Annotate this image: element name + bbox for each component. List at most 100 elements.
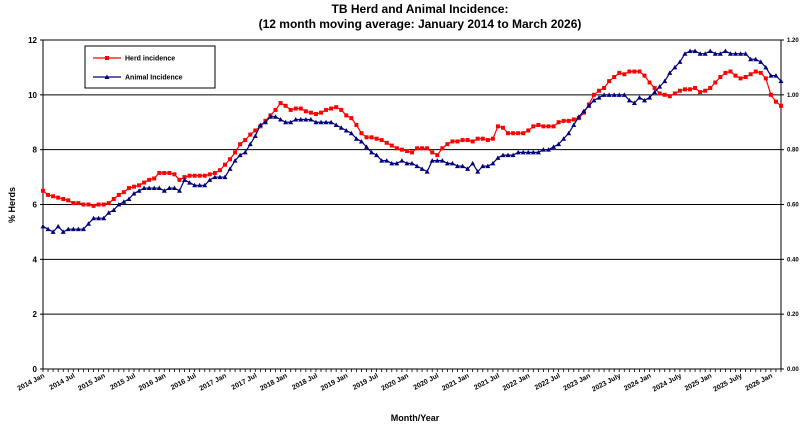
x-tick-label: 2024 Jan <box>623 373 652 393</box>
point <box>687 48 693 53</box>
chart-subtitle: (12 month moving average: January 2014 t… <box>259 17 582 31</box>
point <box>621 92 627 97</box>
point <box>298 117 304 122</box>
point <box>50 229 56 234</box>
point <box>60 229 66 234</box>
point <box>288 107 293 112</box>
point <box>429 158 435 163</box>
point <box>470 139 475 144</box>
point <box>75 226 81 232</box>
point <box>606 92 612 97</box>
point <box>410 150 414 155</box>
point <box>293 106 298 111</box>
point <box>354 122 359 127</box>
point <box>182 177 188 182</box>
point <box>596 95 602 100</box>
point <box>364 144 370 149</box>
point <box>242 149 248 155</box>
point <box>207 177 213 182</box>
point <box>334 105 339 110</box>
point <box>738 51 744 56</box>
x-tick-label: 2016 Jan <box>138 373 167 393</box>
point <box>379 138 384 143</box>
point <box>187 173 192 178</box>
point <box>480 136 485 141</box>
point <box>601 92 607 97</box>
point <box>369 149 375 155</box>
point <box>278 101 283 106</box>
point <box>662 92 667 97</box>
point <box>460 138 465 143</box>
point <box>525 149 531 155</box>
x-tick-label: 2026 Jan <box>744 373 773 393</box>
point <box>697 51 703 56</box>
point <box>399 147 404 152</box>
point <box>136 188 142 193</box>
point <box>626 97 632 103</box>
point <box>722 48 728 53</box>
x-tick-label: 2015 Jul <box>109 373 137 392</box>
x-tick-label: 2017 Jul <box>231 373 259 392</box>
point <box>384 140 389 145</box>
point <box>104 74 110 79</box>
point <box>298 106 303 111</box>
point <box>531 124 536 129</box>
point <box>727 51 733 56</box>
point <box>566 130 572 136</box>
point <box>384 158 390 163</box>
point <box>465 138 470 143</box>
point <box>642 73 647 78</box>
point <box>156 185 162 191</box>
point <box>247 141 253 147</box>
point <box>444 160 450 166</box>
point <box>561 118 566 123</box>
point <box>495 124 500 129</box>
point <box>379 158 385 163</box>
x-tick-label: 2023 Jan <box>562 373 591 393</box>
point <box>137 183 142 188</box>
point <box>738 76 743 81</box>
point <box>506 131 511 136</box>
point <box>424 169 430 174</box>
point <box>702 51 708 56</box>
point <box>677 59 683 64</box>
point <box>176 188 182 193</box>
point <box>753 69 758 74</box>
point <box>733 73 738 78</box>
point <box>212 170 217 175</box>
point <box>576 114 582 119</box>
point <box>510 152 516 158</box>
point <box>222 174 228 180</box>
point <box>500 152 506 158</box>
point <box>419 166 425 171</box>
point <box>106 201 111 206</box>
point <box>516 131 521 136</box>
point <box>131 184 136 189</box>
point <box>485 163 491 169</box>
point <box>521 131 526 136</box>
point <box>743 51 749 56</box>
point <box>212 174 218 180</box>
point <box>455 139 460 144</box>
point <box>273 107 278 112</box>
point <box>707 48 713 53</box>
point <box>131 191 137 196</box>
point <box>637 69 642 74</box>
point <box>329 106 334 111</box>
point <box>217 174 223 180</box>
point <box>642 97 648 103</box>
point <box>748 72 753 77</box>
point <box>324 107 329 112</box>
point <box>778 78 784 84</box>
point <box>440 146 445 151</box>
point <box>232 158 238 163</box>
point <box>612 75 617 80</box>
point <box>121 199 127 204</box>
series-line <box>42 70 782 207</box>
point <box>677 88 682 93</box>
point <box>197 173 202 178</box>
point <box>389 160 395 166</box>
y2-tick-label: 0.80 <box>787 148 799 154</box>
point <box>161 188 167 193</box>
y2-tick-label: 0.20 <box>787 312 799 318</box>
